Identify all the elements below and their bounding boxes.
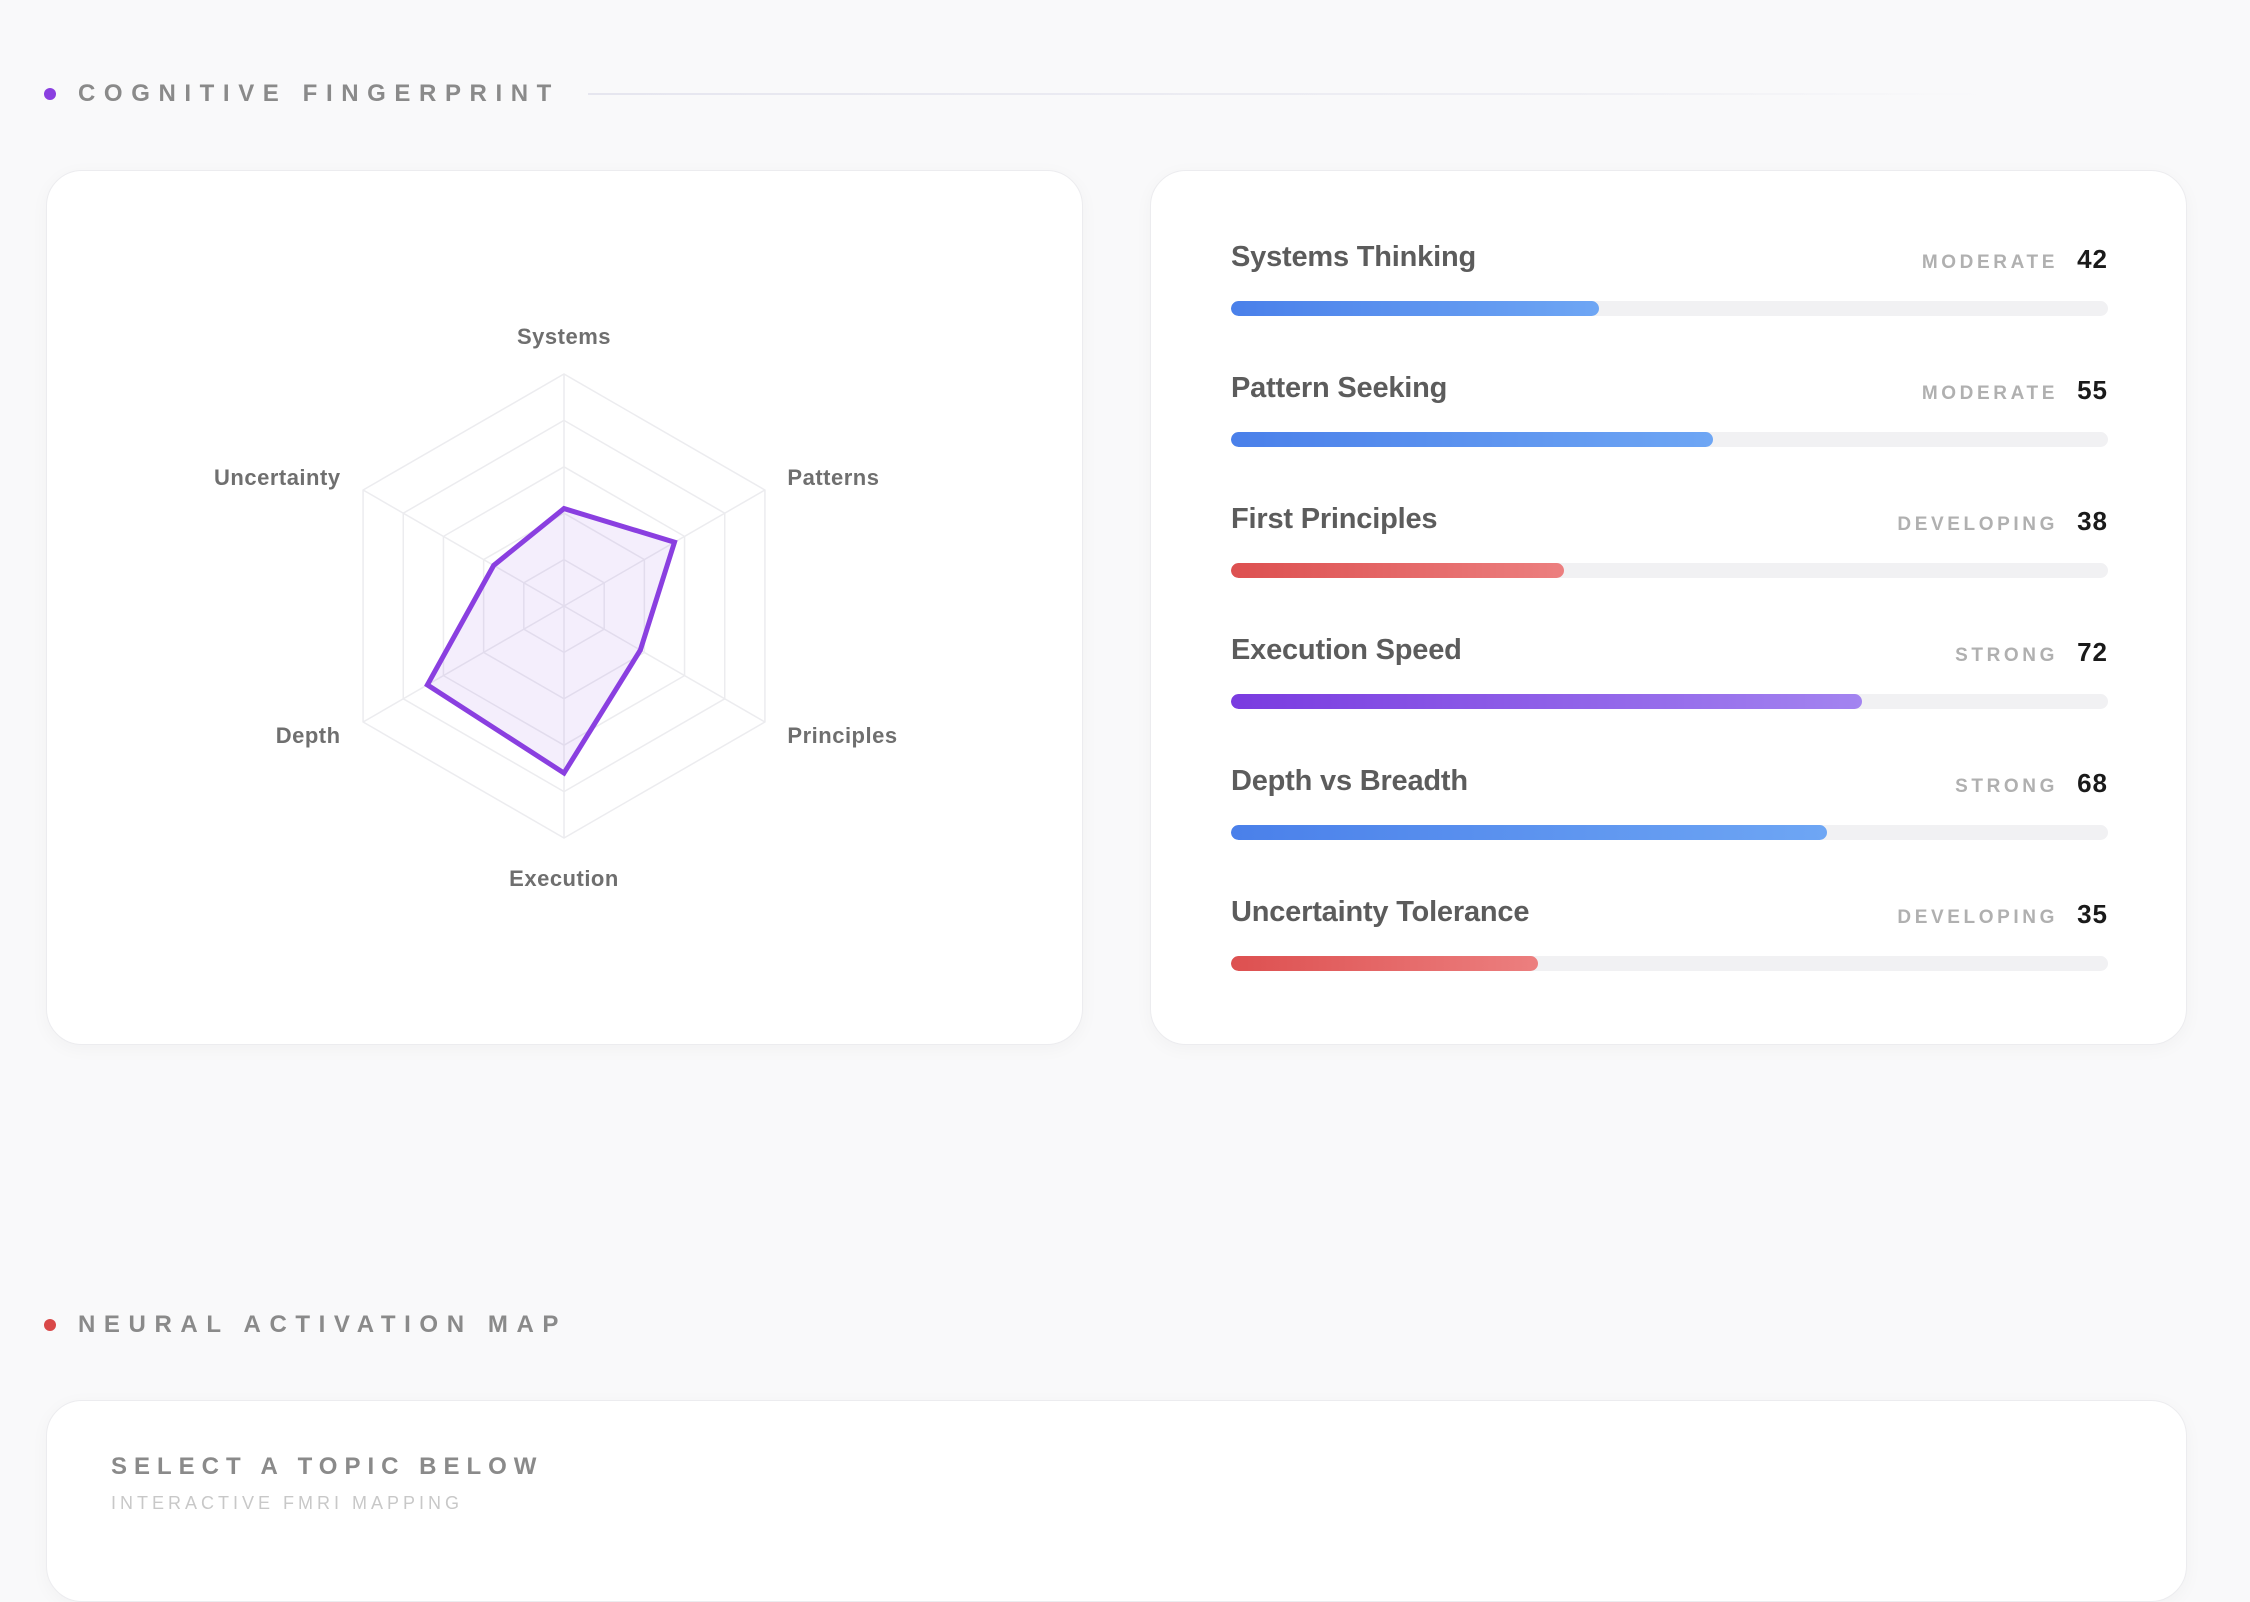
metric-progress-track [1231, 432, 2108, 447]
metric-name: Uncertainty Tolerance [1231, 896, 1530, 928]
radar-labels: Systems Patterns Principles Execution Depth U… [214, 324, 897, 891]
metric-name: First Principles [1231, 503, 1438, 535]
metric-level-badge: MODERATE [1921, 252, 2058, 273]
metric-progress-fill [1231, 301, 1600, 316]
metric-progress-fill [1231, 432, 1714, 447]
metric-level-badge: DEVELOPING [1897, 514, 2058, 535]
radar-label-systems: Systems [517, 324, 611, 349]
section-header-neural: NEURAL ACTIVATION MAP [44, 1311, 567, 1339]
section-divider [587, 93, 1988, 95]
radar-axis-line [563, 605, 766, 723]
metric-name: Systems Thinking [1231, 241, 1476, 273]
radar-axis-line [563, 489, 766, 607]
metric-meta: DEVELOPING 38 [1897, 506, 2108, 537]
metric-row: First Principles DEVELOPING 38 [1231, 503, 2108, 583]
metric-meta: STRONG 68 [1955, 768, 2108, 799]
metric-score: 42 [2077, 244, 2108, 274]
radar-axis-line [362, 605, 565, 723]
metric-name: Pattern Seeking [1231, 372, 1448, 404]
section-dot-icon [44, 88, 56, 100]
metric-meta: MODERATE 55 [1922, 375, 2108, 406]
metric-progress-fill [1231, 563, 1565, 578]
metric-level-badge: STRONG [1955, 645, 2058, 666]
radar-axis-line [362, 489, 565, 607]
metric-name: Execution Speed [1231, 634, 1462, 666]
metric-progress-fill [1231, 956, 1538, 971]
radar-label-depth: Depth [276, 723, 341, 748]
neural-card-subtitle: INTERACTIVE FMRI MAPPING [111, 1493, 464, 1513]
metric-row: Depth vs Breadth STRONG 68 [1231, 765, 2108, 845]
metric-row: Execution Speed STRONG 72 [1231, 634, 2108, 714]
metric-level-badge: DEVELOPING [1897, 907, 2058, 928]
metric-progress-track [1231, 956, 2108, 971]
metric-progress-fill [1231, 694, 1863, 709]
metric-level-badge: MODERATE [1921, 383, 2058, 404]
metric-progress-track [1231, 825, 2108, 840]
section-dot-icon [44, 1319, 56, 1331]
metric-name: Depth vs Breadth [1231, 765, 1468, 797]
section-title: COGNITIVE FINGERPRINT [78, 80, 560, 107]
metric-score: 38 [2077, 506, 2108, 536]
radar-label-patterns: Patterns [787, 465, 879, 490]
metric-progress-track [1231, 301, 2108, 316]
metric-meta: DEVELOPING 35 [1897, 899, 2108, 930]
metric-score: 35 [2077, 899, 2108, 929]
radar-chart-card: Systems Patterns Principles Execution Depth U… [46, 170, 1083, 1045]
metric-row: Pattern Seeking MODERATE 55 [1231, 372, 2108, 452]
metric-progress-track [1231, 694, 2108, 709]
metric-row: Uncertainty Tolerance DEVELOPING 35 [1231, 896, 2108, 976]
metric-level-badge: STRONG [1955, 776, 2058, 797]
neural-card-title: SELECT A TOPIC BELOW [111, 1453, 544, 1480]
metrics-card: Systems Thinking MODERATE 42 Pattern Seekin… [1150, 170, 2187, 1045]
metric-score: 55 [2077, 375, 2108, 405]
section-header-fingerprint: COGNITIVE FINGERPRINT [44, 80, 1988, 108]
neural-activation-card[interactable]: SELECT A TOPIC BELOW INTERACTIVE FMRI MA… [46, 1400, 2187, 1602]
radar-label-uncertainty: Uncertainty [214, 465, 341, 490]
metric-row: Systems Thinking MODERATE 42 [1231, 241, 2108, 321]
radar-axes [362, 374, 766, 838]
metric-meta: MODERATE 42 [1922, 244, 2108, 275]
metric-progress-fill [1231, 825, 1828, 840]
radar-chart: Systems Patterns Principles Execution Depth U… [214, 324, 897, 891]
radar-data-polygon [424, 505, 678, 777]
metric-score: 72 [2077, 637, 2108, 667]
radar-label-principles: Principles [787, 723, 897, 748]
radar-label-execution: Execution [509, 866, 619, 891]
section-title: NEURAL ACTIVATION MAP [78, 1311, 568, 1338]
metric-score: 68 [2077, 768, 2108, 798]
metric-progress-track [1231, 563, 2108, 578]
metric-meta: STRONG 72 [1955, 637, 2108, 668]
